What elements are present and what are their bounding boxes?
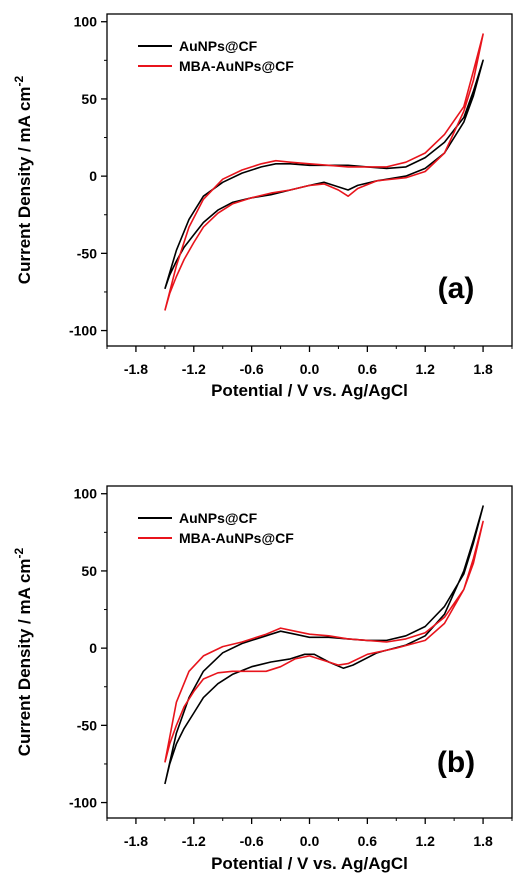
panel-label: (b) xyxy=(437,746,475,779)
y-tick-label: 50 xyxy=(81,563,97,579)
x-tick-label: 0.6 xyxy=(358,361,378,377)
legend-label: MBA-AuNPs@CF xyxy=(179,58,294,74)
series-line-aunps-cf xyxy=(164,59,484,290)
x-tick-label: -0.6 xyxy=(240,361,264,377)
series-line-mba-aunps-cf xyxy=(164,33,484,311)
legend-label: AuNPs@CF xyxy=(179,510,258,526)
panel-label: (a) xyxy=(438,272,475,305)
chart-panel-2: -1.8 -1.2 -0.6 0.0 0.6 1.2 1.8 -100 -50 0 50 100 Pot… xyxy=(12,485,513,873)
y-tick-label: -50 xyxy=(77,245,97,261)
y-tick-label: 0 xyxy=(89,168,97,184)
x-tick-label: 1.8 xyxy=(473,361,493,377)
y-axis-title-superscript: -2 xyxy=(12,75,26,86)
y-tick-label: -50 xyxy=(77,717,97,733)
x-axis-title: Potential / V vs. Ag/AgCl xyxy=(211,381,408,400)
y-tick-label: -100 xyxy=(69,795,97,811)
y-tick-label: 0 xyxy=(89,640,97,656)
x-tick-label: 1.2 xyxy=(415,833,435,849)
x-tick-label: -0.6 xyxy=(240,833,264,849)
legend-label: AuNPs@CF xyxy=(179,38,258,54)
y-axis-title: Current Density / mA cm-2 xyxy=(12,547,34,756)
y-axis-title: Current Density / mA cm-2 xyxy=(12,75,34,284)
y-axis-title-main: Current Density / mA cm xyxy=(15,558,34,756)
y-tick-label: 50 xyxy=(81,91,97,107)
x-tick-label: 0.6 xyxy=(358,833,378,849)
y-tick-label: 100 xyxy=(74,486,98,502)
legend-label: MBA-AuNPs@CF xyxy=(179,530,294,546)
x-tick-label: -1.2 xyxy=(182,361,206,377)
x-tick-label: -1.8 xyxy=(124,833,148,849)
series-line-aunps-cf xyxy=(164,505,484,785)
x-tick-label: 1.2 xyxy=(415,361,435,377)
series-line-mba-aunps-cf xyxy=(164,520,484,763)
x-axis-title: Potential / V vs. Ag/AgCl xyxy=(211,854,408,873)
x-tick-label: 0.0 xyxy=(300,361,320,377)
y-tick-label: -100 xyxy=(69,323,97,339)
x-tick-label: -1.8 xyxy=(124,361,148,377)
x-tick-label: 1.8 xyxy=(473,833,493,849)
x-tick-label: 0.0 xyxy=(300,833,320,849)
chart-panel-1: -1.8 -1.2 -0.6 0.0 0.6 1.2 1.8 -100 -50 0 50 100 Pot… xyxy=(12,13,513,400)
y-axis-title-superscript: -2 xyxy=(12,547,26,558)
y-axis-title-main: Current Density / mA cm xyxy=(15,86,34,284)
y-tick-label: 100 xyxy=(74,14,98,30)
x-tick-label: -1.2 xyxy=(182,833,206,849)
